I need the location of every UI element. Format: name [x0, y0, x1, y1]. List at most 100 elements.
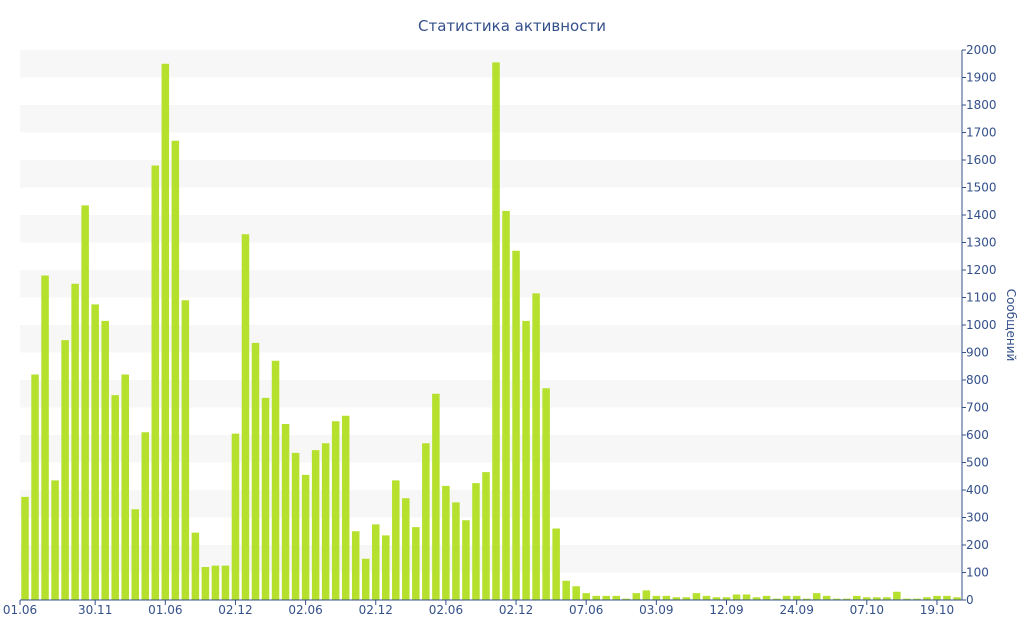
bar[interactable]	[612, 595, 621, 601]
bar[interactable]	[21, 496, 29, 601]
bar[interactable]	[111, 395, 119, 601]
bar[interactable]	[51, 480, 59, 601]
bar[interactable]	[291, 452, 300, 601]
bar[interactable]	[923, 597, 931, 600]
bar[interactable]	[301, 474, 310, 601]
bar[interactable]	[61, 340, 69, 601]
bar[interactable]	[842, 598, 851, 601]
bar[interactable]	[863, 597, 871, 600]
bar[interactable]	[482, 472, 490, 601]
y-tick-label: 400	[966, 483, 989, 497]
bar[interactable]	[261, 397, 270, 601]
bar[interactable]	[211, 565, 220, 601]
bar[interactable]	[311, 450, 320, 601]
bar[interactable]	[371, 524, 380, 601]
bar[interactable]	[472, 483, 480, 601]
bar[interactable]	[933, 595, 941, 601]
bar[interactable]	[692, 593, 701, 601]
bar[interactable]	[602, 595, 610, 601]
bar[interactable]	[181, 300, 190, 600]
bar[interactable]	[412, 527, 420, 601]
x-tick-label: 24.09	[779, 603, 813, 617]
bar[interactable]	[231, 433, 240, 601]
bar[interactable]	[903, 598, 911, 601]
bar[interactable]	[151, 165, 160, 601]
bar[interactable]	[722, 597, 731, 600]
bar[interactable]	[41, 275, 49, 601]
bar[interactable]	[341, 415, 350, 600]
bar[interactable]	[762, 595, 771, 601]
bar[interactable]	[161, 63, 170, 600]
bar[interactable]	[682, 597, 691, 600]
bar[interactable]	[672, 597, 681, 600]
bar[interactable]	[462, 520, 470, 600]
bar[interactable]	[552, 528, 560, 601]
chart-title: Статистика активности	[418, 17, 606, 35]
bar[interactable]	[592, 595, 600, 601]
bar[interactable]	[873, 597, 881, 600]
bar[interactable]	[251, 342, 260, 601]
bar[interactable]	[642, 590, 651, 601]
bar[interactable]	[512, 250, 520, 600]
y-tick-label: 500	[966, 456, 989, 470]
bar[interactable]	[662, 595, 671, 601]
bar[interactable]	[502, 210, 510, 601]
bar[interactable]	[913, 598, 921, 601]
bar[interactable]	[201, 567, 210, 600]
bar[interactable]	[572, 586, 580, 600]
bar[interactable]	[752, 597, 761, 600]
bar[interactable]	[953, 597, 961, 600]
bar[interactable]	[853, 595, 861, 601]
bar[interactable]	[893, 591, 901, 600]
bar[interactable]	[532, 293, 540, 601]
bar[interactable]	[452, 502, 460, 601]
grid-band	[20, 380, 962, 408]
bar[interactable]	[382, 535, 390, 601]
bar[interactable]	[812, 593, 821, 601]
bar[interactable]	[101, 320, 109, 601]
bar[interactable]	[71, 283, 79, 600]
bar[interactable]	[742, 594, 751, 601]
bar[interactable]	[542, 388, 550, 600]
bar[interactable]	[802, 598, 811, 601]
bar[interactable]	[712, 597, 721, 600]
bar[interactable]	[171, 140, 180, 600]
bar[interactable]	[241, 234, 250, 600]
bar[interactable]	[331, 421, 340, 600]
bar[interactable]	[351, 531, 360, 600]
bar[interactable]	[652, 595, 661, 601]
bar[interactable]	[402, 498, 410, 600]
bar[interactable]	[442, 485, 450, 601]
bar[interactable]	[141, 432, 150, 600]
bar[interactable]	[131, 509, 139, 600]
bar[interactable]	[271, 360, 280, 600]
bar[interactable]	[361, 558, 370, 600]
grid-band	[20, 545, 962, 573]
bar[interactable]	[702, 595, 711, 601]
bar[interactable]	[732, 594, 741, 601]
bar[interactable]	[832, 598, 841, 601]
bar[interactable]	[492, 62, 500, 601]
bar[interactable]	[321, 443, 330, 600]
bar[interactable]	[522, 320, 530, 601]
bar[interactable]	[422, 443, 430, 600]
bar[interactable]	[822, 595, 831, 601]
bar[interactable]	[191, 532, 200, 601]
bar[interactable]	[883, 597, 891, 600]
bar[interactable]	[392, 480, 400, 601]
bar[interactable]	[281, 424, 290, 600]
bar[interactable]	[432, 393, 440, 600]
bar[interactable]	[562, 580, 570, 600]
bar[interactable]	[121, 374, 129, 601]
bar[interactable]	[31, 374, 39, 601]
bar[interactable]	[221, 565, 230, 601]
bar[interactable]	[772, 598, 781, 601]
bar[interactable]	[91, 304, 99, 601]
bar[interactable]	[782, 595, 791, 601]
bar[interactable]	[582, 593, 590, 601]
bar[interactable]	[632, 593, 641, 601]
bar[interactable]	[81, 205, 89, 601]
bar[interactable]	[792, 595, 801, 601]
bar[interactable]	[622, 598, 631, 601]
bar[interactable]	[943, 595, 951, 601]
